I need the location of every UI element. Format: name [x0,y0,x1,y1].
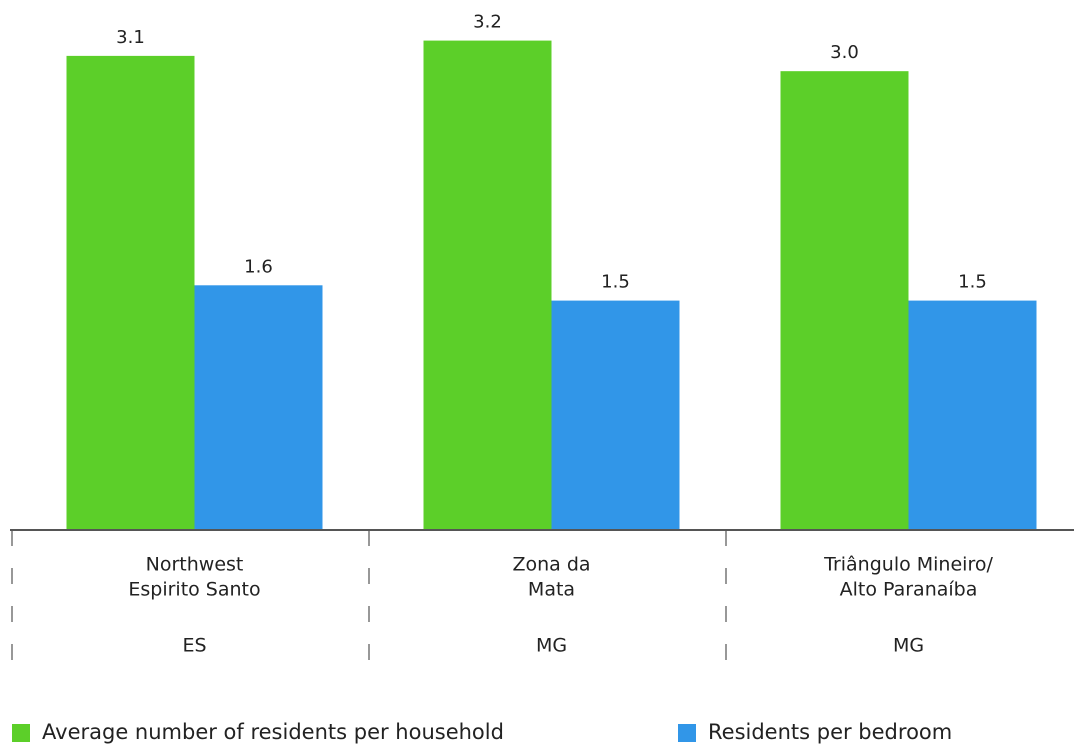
value-label: 3.0 [830,42,859,63]
value-label: 1.6 [244,256,273,277]
category-label: Triângulo Mineiro/ [823,554,993,576]
bar [66,55,195,530]
legend-swatch [12,724,30,742]
category-label: Zona da [512,554,590,576]
bar [780,71,909,531]
bar [551,300,680,530]
category-label: Northwest [146,554,244,576]
value-label: 3.1 [116,27,145,48]
state-label: ES [182,635,206,657]
value-label: 1.5 [601,272,630,293]
category-label: Mata [528,579,575,601]
value-label: 1.5 [958,272,987,293]
state-label: MG [893,635,924,657]
state-label: MG [536,635,567,657]
legend-label: Residents per bedroom [708,720,952,744]
category-label: Espirito Santo [128,579,260,601]
bar [908,300,1037,530]
value-label: 3.2 [473,12,502,33]
category-label: Alto Paranaíba [840,579,978,601]
legend-label: Average number of residents per househol… [42,720,504,744]
bar [423,40,552,531]
legend-swatch [678,724,696,742]
bar [194,285,323,530]
